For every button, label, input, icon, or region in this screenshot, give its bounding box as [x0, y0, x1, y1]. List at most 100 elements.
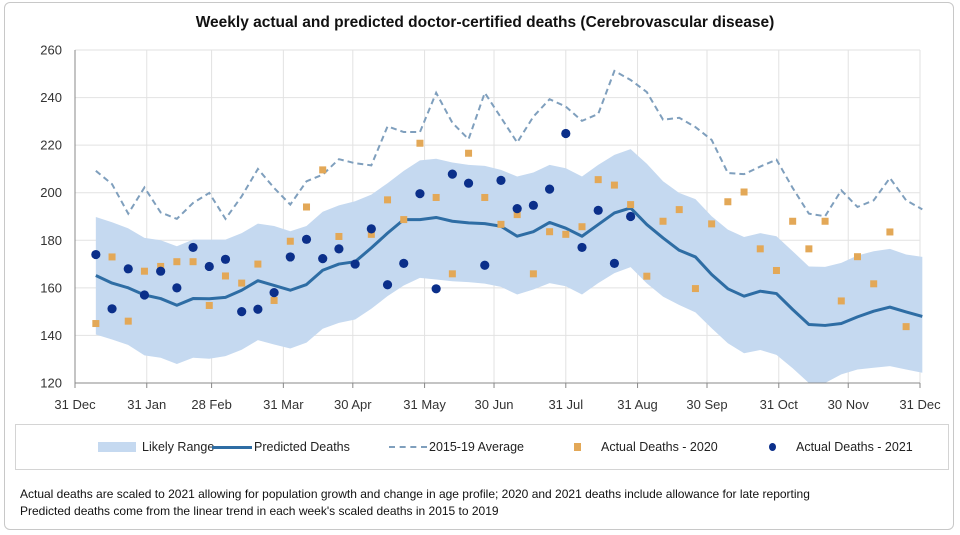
- x-tick-label: 31 Oct: [760, 397, 799, 412]
- x-tick-label: 30 Nov: [828, 397, 870, 412]
- actual-2021-point: [350, 259, 360, 269]
- actual-2020-point: [173, 258, 181, 266]
- actual-2021-point: [188, 242, 198, 253]
- y-tick-label: 240: [40, 90, 62, 105]
- plot-area: 120 140 160 180 200 220 240 260 31 Dec 31 Jan 28 F…: [40, 43, 941, 413]
- x-tick-label: 31 Aug: [617, 397, 658, 412]
- legend-item-2021: Actual Deaths - 2021: [769, 440, 913, 454]
- actual-2021-point: [285, 252, 295, 262]
- x-tick-label: 30 Sep: [686, 397, 727, 412]
- actual-2020-point: [578, 223, 586, 231]
- actual-2020-point: [772, 266, 780, 274]
- actual-2020-point: [821, 217, 829, 225]
- actual-2021-point: [609, 258, 620, 268]
- legend-item-average: 2015-19 Average: [389, 440, 524, 454]
- actual-2021-point: [415, 189, 425, 199]
- y-tick-label: 140: [40, 328, 62, 343]
- actual-2020-point: [805, 245, 813, 253]
- average-line: [95, 69, 923, 221]
- actual-2020-point: [789, 217, 797, 225]
- actual-2020-point: [157, 262, 165, 270]
- band-swatch-icon: [98, 442, 136, 452]
- actual-2021-point: [318, 254, 328, 264]
- x-tick-label: 30 Jun: [475, 397, 514, 412]
- actual-2020-point: [497, 220, 505, 228]
- actual-2020-point: [221, 272, 229, 280]
- actual-2020-point: [659, 217, 667, 225]
- actual-2020-point: [432, 193, 440, 201]
- actual-2020-point: [335, 232, 343, 240]
- actual-2020-point: [481, 193, 489, 201]
- actual-2020-point: [627, 201, 635, 209]
- actual-2021-point: [366, 224, 376, 234]
- actual-2020-point: [92, 320, 100, 328]
- actual-2020-point: [238, 279, 246, 287]
- actual-2021-point: [107, 304, 117, 314]
- actual-2020-point: [529, 270, 537, 278]
- actual-2021-point: [626, 211, 636, 222]
- actual-2021-point: [528, 200, 538, 210]
- y-tick-label: 220: [40, 138, 62, 153]
- y-tick-label: 200: [40, 185, 62, 200]
- legend: Likely Range Predicted Deaths 2015-19 Av…: [15, 424, 949, 470]
- actual-2020-point: [853, 253, 861, 261]
- predicted-line: [95, 206, 923, 327]
- actual-2020-point: [140, 267, 148, 275]
- actual-2020-point: [708, 220, 716, 228]
- actual-2020-point: [546, 228, 554, 236]
- actual-2021-point: [463, 178, 474, 188]
- actual-2020-point: [319, 166, 327, 174]
- actual-2020-point: [189, 258, 197, 266]
- actual-2021-point: [447, 169, 457, 179]
- legend-label: 2015-19 Average: [429, 440, 524, 454]
- actual-2021-point: [237, 307, 247, 317]
- actual-2021-point: [123, 264, 133, 274]
- circle-marker-icon: [769, 443, 776, 451]
- actual-2021-point: [593, 205, 603, 215]
- x-tick-label: 31 May: [403, 397, 446, 412]
- actual-2020-point: [594, 176, 602, 184]
- actual-2020-point: [837, 297, 845, 305]
- legend-label: Likely Range: [142, 440, 215, 454]
- chart-frame: [4, 2, 954, 530]
- actual-2020-point: [724, 198, 732, 206]
- actual-2021-point: [204, 261, 214, 272]
- actual-2020-point: [870, 280, 878, 288]
- x-tick-label: 28 Feb: [191, 397, 231, 412]
- axes: 120 140 160 180 200 220 240 260 31 Dec 31 Jan 28 F…: [40, 43, 941, 413]
- x-tick-label: 31 Dec: [54, 397, 96, 412]
- actual-2021-points: [91, 128, 636, 317]
- likely-range-band: [95, 149, 923, 383]
- actual-2020-point: [513, 211, 521, 219]
- actual-2020-point: [562, 230, 570, 238]
- actual-2021-point: [139, 290, 150, 300]
- actual-2021-point: [399, 258, 409, 268]
- actual-2021-point: [561, 128, 571, 139]
- actual-2020-point: [108, 253, 116, 261]
- actual-2020-point: [902, 323, 910, 331]
- x-tick-label: 31 Mar: [263, 397, 304, 412]
- actual-2020-point: [756, 245, 764, 253]
- actual-2020-points: [92, 139, 910, 331]
- y-tick-label: 120: [40, 376, 62, 391]
- actual-2021-point: [496, 175, 506, 185]
- actual-2020-point: [205, 301, 213, 309]
- actual-2021-point: [220, 254, 231, 264]
- actual-2021-point: [156, 266, 166, 276]
- actual-2021-point: [301, 234, 312, 244]
- square-marker-icon: [574, 443, 581, 451]
- actual-2020-point: [740, 188, 748, 196]
- y-tick-label: 260: [40, 43, 62, 58]
- actual-2021-point: [382, 280, 393, 290]
- footnote: Actual deaths are scaled to 2021 allowin…: [20, 487, 810, 501]
- actual-2020-point: [367, 230, 375, 238]
- legend-item-likely-range: Likely Range: [98, 440, 214, 454]
- actual-2021-point: [253, 304, 263, 314]
- actual-2020-point: [448, 270, 456, 278]
- actual-2021-point: [480, 260, 490, 270]
- actual-2020-point: [886, 228, 894, 236]
- actual-2020-point: [643, 272, 651, 280]
- footnotes: Actual deaths are scaled to 2021 allowin…: [20, 486, 810, 520]
- actual-2020-point: [400, 216, 408, 224]
- actual-2020-point: [384, 196, 392, 204]
